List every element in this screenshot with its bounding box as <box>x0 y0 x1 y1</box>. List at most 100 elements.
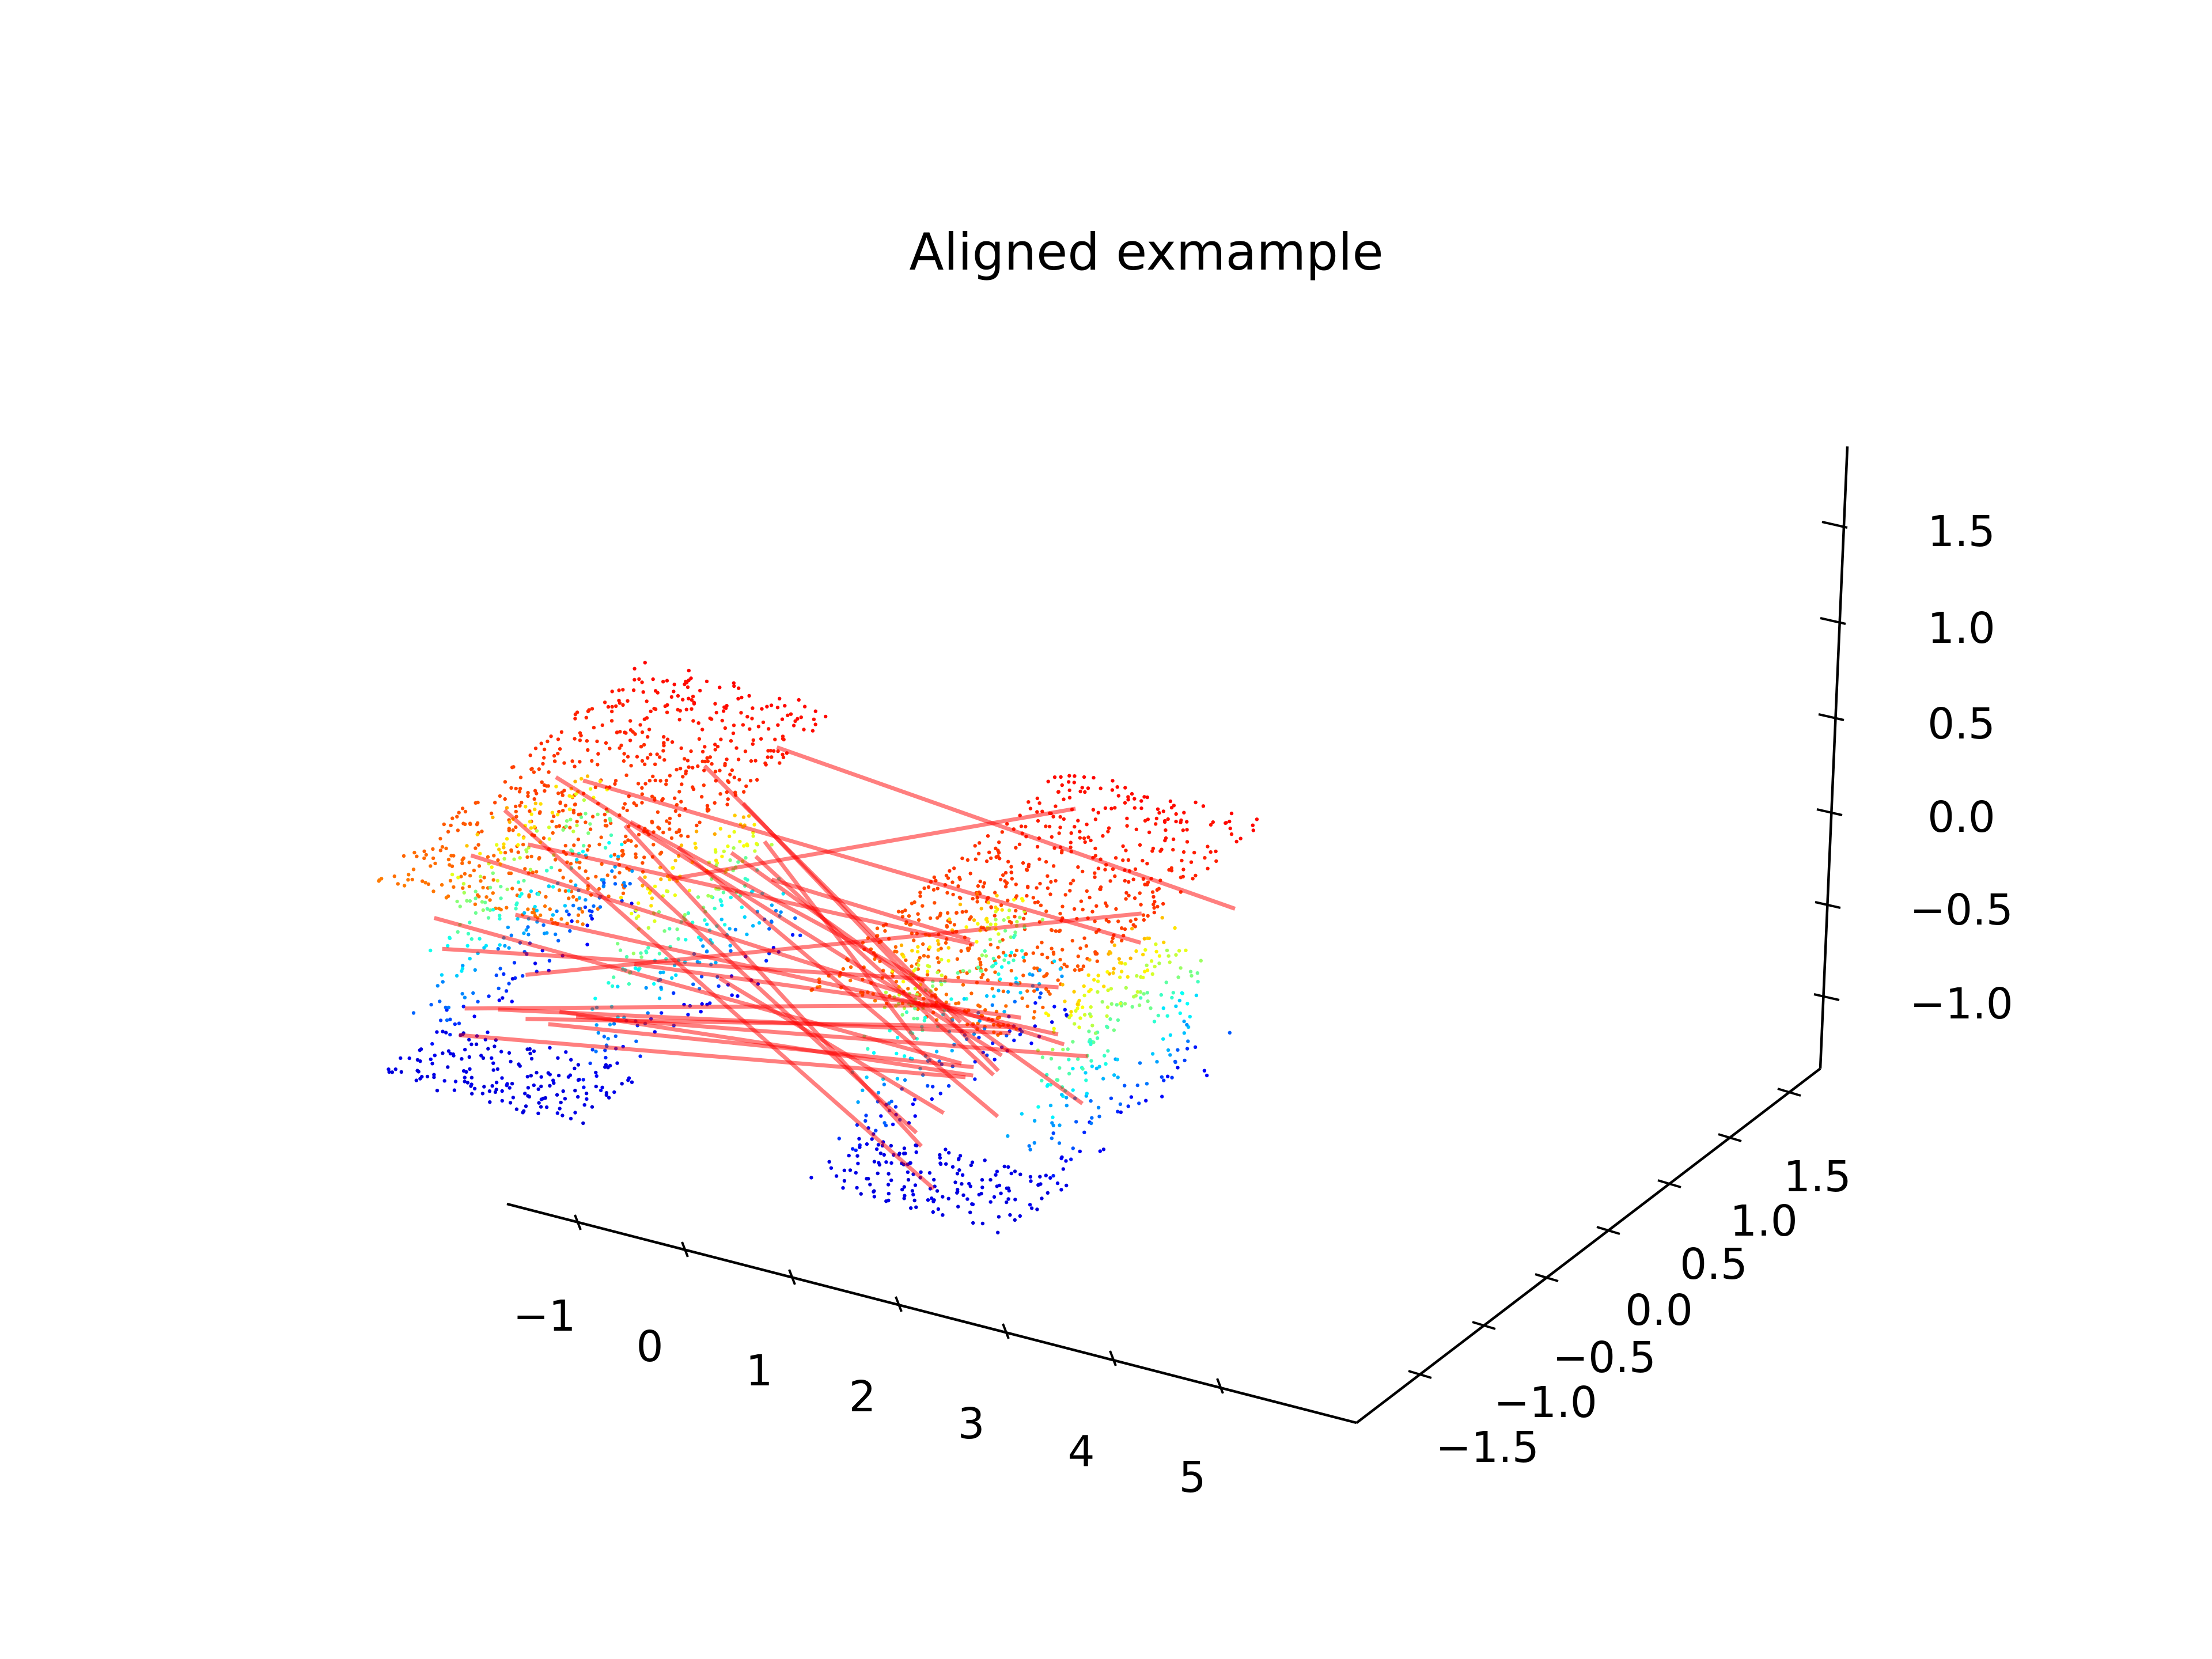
point <box>432 1073 436 1077</box>
point <box>498 916 502 921</box>
y-tick-label: 1.0 <box>1730 1196 1798 1246</box>
point <box>953 1180 957 1184</box>
point <box>1251 823 1255 827</box>
point <box>573 1111 577 1115</box>
point <box>1110 788 1115 792</box>
point <box>617 698 621 703</box>
point <box>1234 839 1238 844</box>
point <box>431 847 435 851</box>
point <box>858 1145 862 1149</box>
point <box>997 932 1001 936</box>
point <box>1150 849 1154 853</box>
point <box>934 987 938 991</box>
point <box>1088 895 1092 900</box>
point <box>1166 817 1170 821</box>
point <box>954 1001 958 1006</box>
point <box>743 877 748 881</box>
point <box>1013 999 1017 1004</box>
point <box>982 881 987 885</box>
point <box>1143 969 1147 974</box>
point <box>1050 1020 1054 1024</box>
point <box>713 702 717 706</box>
point <box>720 854 724 859</box>
point <box>1169 805 1174 810</box>
point <box>791 724 796 728</box>
point <box>662 929 666 933</box>
point <box>608 1063 612 1068</box>
point <box>1141 952 1145 957</box>
point <box>604 1055 608 1060</box>
x-axis-line <box>506 1202 1357 1425</box>
point <box>555 909 559 914</box>
correspondence-line <box>548 1022 974 1069</box>
point <box>730 993 734 997</box>
point <box>946 876 950 880</box>
point <box>1021 899 1025 903</box>
point <box>1067 796 1072 800</box>
point <box>1089 1005 1093 1009</box>
point <box>1099 887 1103 892</box>
point <box>902 1196 906 1200</box>
point <box>944 993 949 997</box>
point <box>1093 854 1098 858</box>
point <box>703 918 707 922</box>
point <box>978 879 982 884</box>
x-tick-mark <box>1109 1350 1117 1366</box>
point <box>1089 1121 1093 1126</box>
point <box>657 996 662 1001</box>
point <box>617 688 621 692</box>
point <box>640 801 644 805</box>
point <box>461 1069 466 1073</box>
point <box>997 988 1001 993</box>
point <box>776 723 780 727</box>
point <box>1077 1025 1081 1029</box>
point <box>509 933 513 937</box>
point <box>998 940 1002 944</box>
point <box>499 850 503 855</box>
point <box>610 709 614 714</box>
point <box>1120 926 1124 930</box>
point <box>516 916 520 921</box>
point <box>900 1013 904 1017</box>
point <box>973 844 977 848</box>
point <box>619 743 623 748</box>
point <box>505 906 509 910</box>
point <box>1036 819 1040 823</box>
point <box>910 1189 915 1193</box>
point <box>639 745 643 749</box>
point <box>978 960 983 964</box>
point <box>1182 1031 1186 1035</box>
point <box>569 1058 573 1062</box>
point <box>610 704 614 709</box>
point <box>895 1036 900 1040</box>
point <box>448 878 453 883</box>
point <box>1139 806 1143 810</box>
point <box>487 1089 492 1093</box>
point <box>612 853 617 857</box>
point <box>912 1198 916 1203</box>
point <box>1193 1045 1198 1050</box>
point <box>1078 830 1082 834</box>
point <box>926 955 930 959</box>
point <box>646 735 650 739</box>
point <box>717 984 721 988</box>
point <box>969 991 974 995</box>
point <box>491 815 495 820</box>
point <box>1099 786 1103 790</box>
point <box>988 1200 993 1204</box>
point <box>948 869 952 873</box>
point <box>488 898 492 902</box>
point <box>1044 859 1048 864</box>
point <box>902 1146 907 1150</box>
point <box>952 866 956 870</box>
point <box>463 872 467 876</box>
point <box>387 1067 391 1071</box>
point <box>1130 926 1134 931</box>
point <box>968 872 972 876</box>
point <box>1160 1075 1164 1079</box>
point <box>1045 1084 1050 1088</box>
point <box>460 861 464 865</box>
point <box>1209 850 1213 854</box>
point <box>516 843 520 847</box>
